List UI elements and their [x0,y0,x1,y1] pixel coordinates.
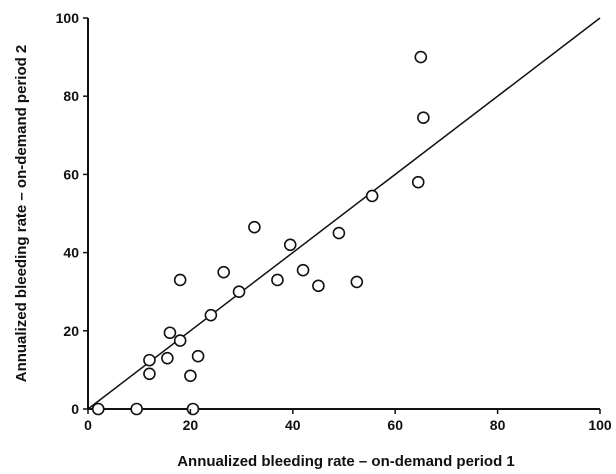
data-point [184,369,197,383]
data-point [161,351,174,365]
y-axis-label: Annualized bleeding rate – on-demand per… [13,45,30,383]
data-point [332,226,346,240]
ticks: 0 20 40 60 80 100 0 20 40 60 80 100 [56,10,612,433]
data-point [130,402,143,416]
y-tick-label: 0 [71,401,79,417]
data-point [296,263,310,277]
y-tick-label: 80 [63,88,79,104]
x-tick-label: 80 [490,417,506,433]
x-tick-label: 60 [387,417,403,433]
data-point [143,367,156,381]
identity-line [87,17,601,410]
data-point [271,273,284,287]
data-point [163,326,177,340]
x-tick-label: 40 [285,417,301,433]
y-tick-label: 100 [56,10,80,26]
data-point [417,111,430,125]
data-point [173,273,187,287]
data-points [91,50,430,416]
x-tick-label: 100 [588,417,612,433]
data-point [186,402,200,416]
axes [87,18,600,410]
data-point [283,238,297,252]
data-point [248,220,261,234]
data-point [204,308,218,322]
data-point [91,402,105,416]
x-tick-label: 20 [183,417,199,433]
x-axis-label: Annualized bleeding rate – on-demand per… [177,453,515,470]
data-point [217,265,230,279]
reference-line-group [87,17,601,410]
data-point [414,50,428,64]
data-point [191,349,205,363]
y-tick-label: 20 [63,323,79,339]
y-tick-label: 40 [63,245,79,261]
x-tick-label: 0 [84,417,92,433]
data-point [350,275,364,289]
data-point [365,189,379,203]
data-point [312,279,325,293]
data-point [143,353,156,367]
data-point [232,285,246,299]
data-point [173,334,187,347]
data-point [411,175,425,189]
y-tick-label: 60 [63,166,79,182]
